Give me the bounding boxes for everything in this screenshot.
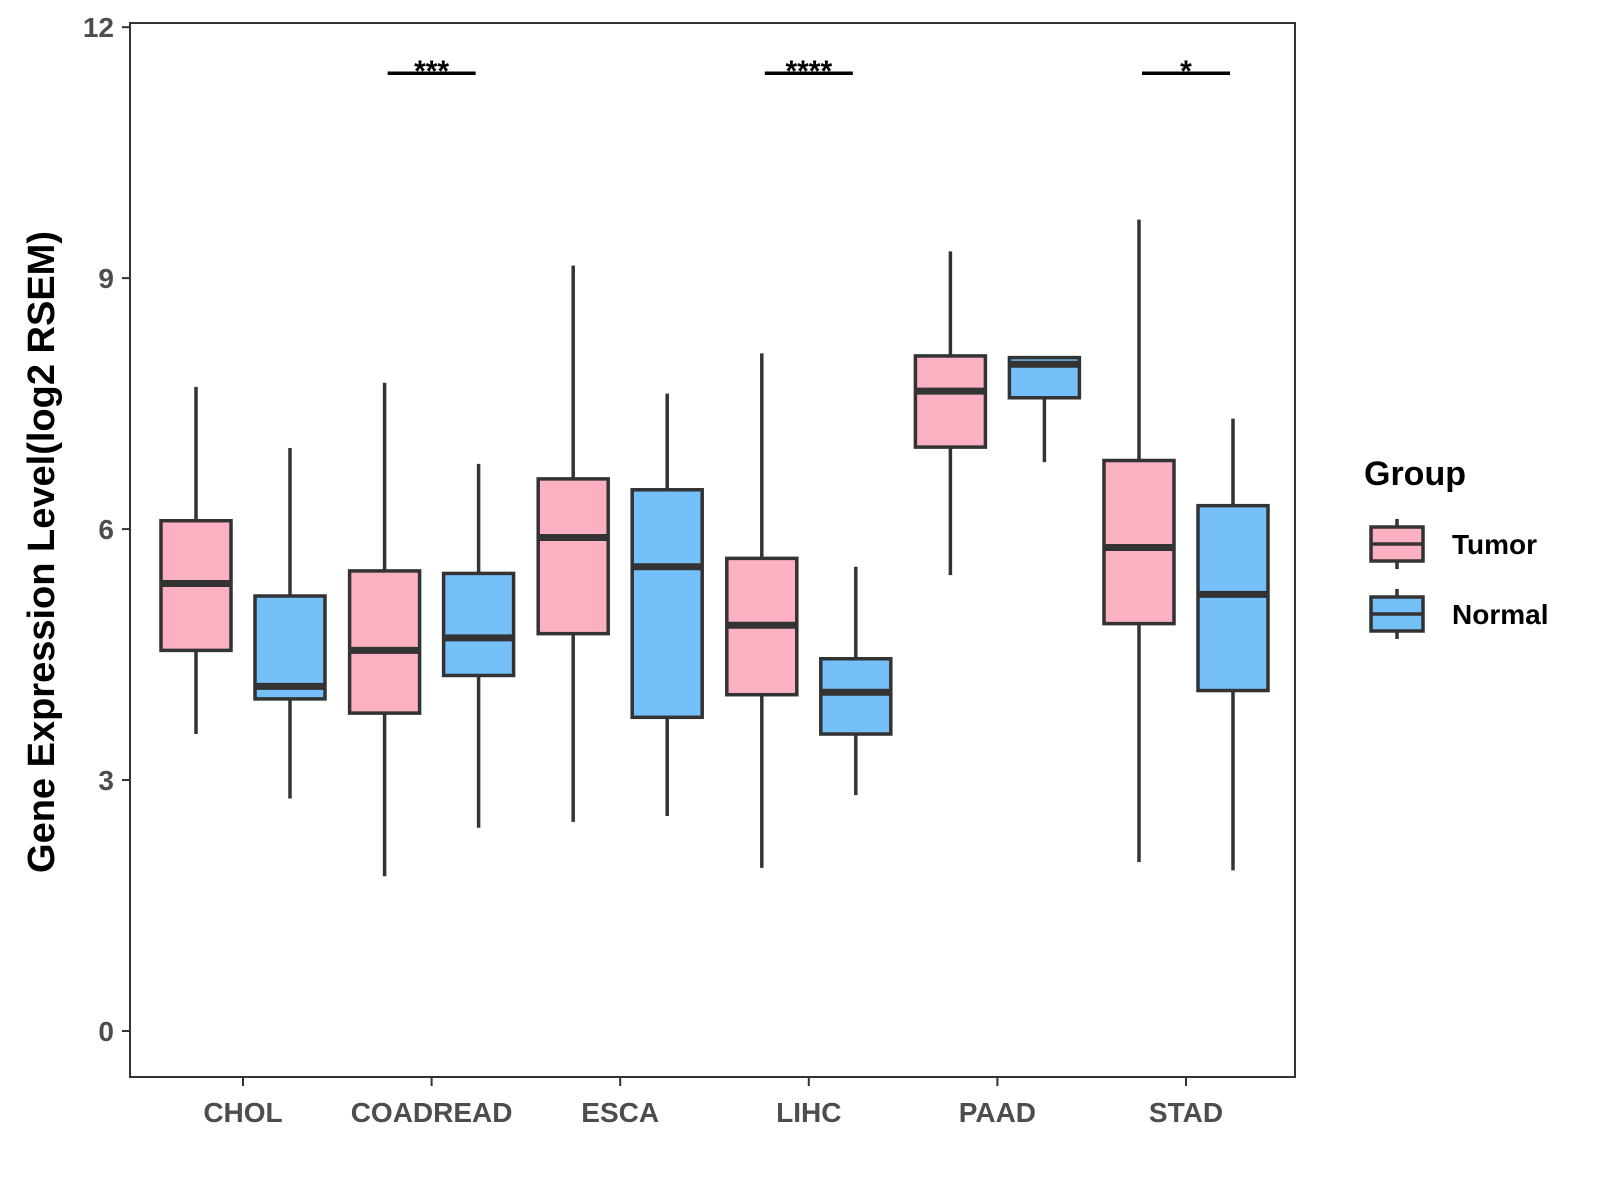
box-iqr <box>630 488 704 720</box>
box-tumor-paad <box>913 251 988 576</box>
box-tumor-chol <box>159 386 233 735</box>
box-iqr <box>1196 503 1270 693</box>
x-tick-label: CHOL <box>203 1097 282 1128</box>
box-normal-chol <box>253 447 327 799</box>
box-iqr <box>913 354 988 449</box>
box-normal-stad <box>1196 418 1270 871</box>
legend-item-tumor: Tumor <box>1369 519 1537 569</box>
legend-label: Normal <box>1452 599 1548 630</box>
significance-label: *** <box>414 55 449 88</box>
x-tick-label: COADREAD <box>351 1097 513 1128</box>
y-tick-label: 6 <box>98 514 114 545</box>
plot-panel-border <box>129 22 1296 1078</box>
box-tumor-lihc <box>725 353 799 868</box>
box-iqr <box>1102 458 1176 626</box>
box-iqr <box>441 571 516 678</box>
legend-label: Tumor <box>1452 529 1537 560</box>
legend: Group Tumor Normal <box>1364 455 1548 639</box>
box-normal-lihc <box>819 566 893 796</box>
significance-coadread: *** <box>387 55 476 88</box>
y-tick-label: 9 <box>98 263 114 294</box>
x-tick-label: STAD <box>1149 1097 1223 1128</box>
box-normal-paad <box>1007 355 1082 463</box>
significance-lihc: **** <box>764 55 853 88</box>
y-axis-title: Gene Expression Level(log2 RSEM) <box>21 231 63 873</box>
box-iqr <box>253 594 327 701</box>
box-normal-esca <box>630 393 704 817</box>
x-tick-label: PAAD <box>959 1097 1036 1128</box>
box-iqr <box>536 477 610 636</box>
y-tick-label: 0 <box>98 1016 114 1047</box>
x-tick-label: ESCA <box>581 1097 659 1128</box>
legend-item-normal: Normal <box>1369 589 1548 639</box>
box-tumor-stad <box>1102 219 1176 863</box>
box-tumor-esca <box>536 265 610 822</box>
significance-label: **** <box>785 55 832 88</box>
y-tick-label: 3 <box>98 765 114 796</box>
significance-label: * <box>1180 55 1192 88</box>
significance-stad: * <box>1142 55 1230 88</box>
box-iqr <box>347 569 422 715</box>
box-normal-coadread <box>441 463 516 828</box>
x-tick-label: LIHC <box>776 1097 841 1128</box>
box-tumor-coadread <box>347 382 422 877</box>
legend-title: Group <box>1364 455 1466 493</box>
y-tick-label: 12 <box>83 12 114 43</box>
box-iqr <box>819 656 893 736</box>
